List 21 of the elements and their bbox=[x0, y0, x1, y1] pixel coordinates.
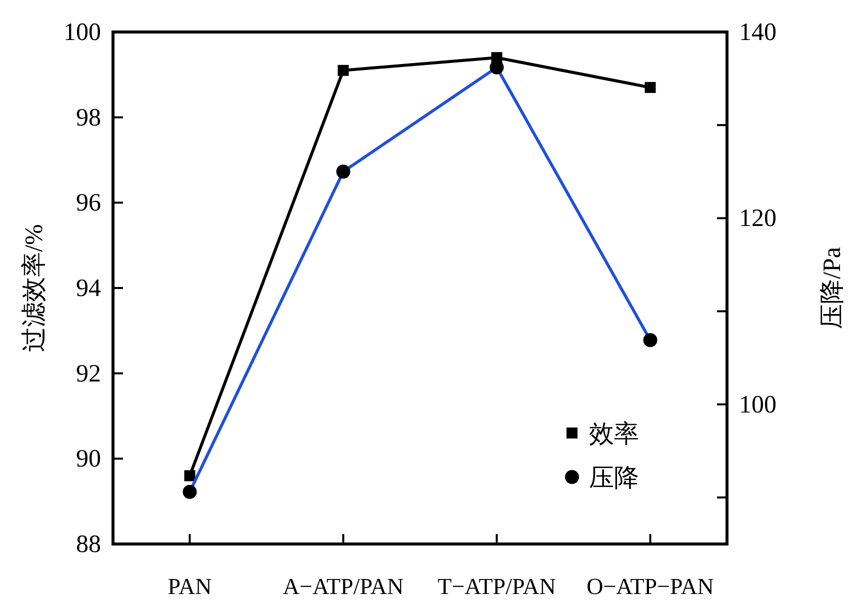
y2-tick-label: 100 bbox=[739, 391, 776, 418]
point bbox=[184, 470, 196, 482]
y-tick-label: 88 bbox=[76, 531, 101, 558]
y-axis-title: 过滤效率/% bbox=[20, 224, 48, 352]
x-tick-label: O−ATP−PAN bbox=[586, 574, 714, 599]
y-tick-label: 100 bbox=[64, 19, 101, 46]
y-tick-label: 98 bbox=[76, 104, 101, 132]
point bbox=[644, 82, 656, 93]
x-tick-label: PAN bbox=[168, 574, 212, 599]
y-tick-label: 92 bbox=[76, 360, 101, 388]
y2-tick-label: 140 bbox=[739, 19, 776, 46]
legend-label: 压降 bbox=[589, 465, 639, 492]
x-tick-label: T−ATP/PAN bbox=[438, 574, 556, 599]
legend-label: 效率 bbox=[589, 420, 639, 448]
y-tick-label: 96 bbox=[76, 190, 101, 217]
point bbox=[338, 64, 349, 76]
y-tick-label: 90 bbox=[76, 446, 101, 473]
x-tick-label: A−ATP/PAN bbox=[282, 574, 404, 599]
y2-tick-label: 120 bbox=[739, 205, 776, 232]
y-tick-label: 94 bbox=[76, 275, 102, 302]
y2-axis-title: 压降/Pa bbox=[819, 247, 846, 329]
